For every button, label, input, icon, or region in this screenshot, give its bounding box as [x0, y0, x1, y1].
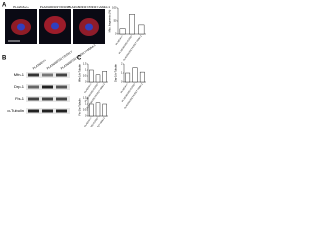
bar	[138, 24, 145, 35]
bar	[125, 72, 131, 83]
bar	[132, 67, 138, 83]
x-tick-label: PLA2G6+/+	[84, 82, 93, 94]
y-tick-label: 0	[121, 80, 123, 84]
image-label: PLA2G6D331Y/D331Y+Mdivi-1	[68, 5, 110, 9]
x-tick-label: PLA2G6D331Y/D331Y+Mdivi-1	[123, 34, 143, 61]
figure: A PLA2G6+/+ PLA2G6D331Y/D331Y PLA2G6D331…	[2, 3, 146, 127]
protein-label: Drp-1	[14, 84, 25, 89]
y-tick-label: 0	[85, 114, 87, 118]
panel-label: A	[2, 3, 7, 9]
image-label: PLA2G6D331Y/D331Y	[40, 5, 71, 9]
y-tick-label: 0	[115, 32, 117, 36]
bar	[102, 103, 107, 117]
micrographs	[5, 9, 105, 44]
y-tick-label: 1.5	[83, 96, 87, 100]
bar	[128, 14, 135, 35]
y-tick-label: 1.5	[83, 62, 87, 66]
bar	[119, 28, 126, 35]
lane-label: PLA2G6+/+	[32, 58, 47, 70]
y-axis-label: Fis-1/α-Tubulin	[78, 98, 82, 116]
panel-label: C	[77, 56, 82, 62]
protein-label: Fis-1	[15, 96, 25, 101]
bar	[95, 102, 101, 117]
y-axis-label: Drp-1/α-Tubulin	[114, 63, 118, 82]
y-tick-label: 0	[85, 80, 87, 84]
x-tick-label: PLA2G6+/+	[115, 34, 124, 46]
bar	[139, 71, 145, 83]
y-tick-label: 50	[114, 19, 117, 23]
y-axis-label: Mito. fragments (%)	[108, 10, 112, 33]
image-label: PLA2G6+/+	[13, 5, 29, 9]
bar	[89, 103, 94, 117]
x-tick-label: PLA2G6D331Y/D331Y	[121, 82, 137, 102]
y-tick-label: 1	[85, 102, 87, 106]
panel-label: B	[2, 56, 7, 62]
y-tick-label: 0.5	[83, 74, 87, 78]
bar	[89, 69, 94, 83]
bar	[95, 74, 101, 83]
blot	[26, 72, 70, 114]
x-tick-label: PLA2G6+/+	[84, 116, 93, 127]
protein-label: Mfn-1	[14, 72, 25, 77]
y-tick-label: 1	[85, 68, 87, 72]
protein-label: α-Tubulin	[7, 108, 24, 113]
y-tick-label: 0.5	[83, 108, 87, 112]
y-tick-label: 1	[121, 71, 123, 75]
bar	[102, 70, 107, 83]
y-axis-label: Mfn-1/α-Tubulin	[78, 63, 82, 82]
y-tick-label: 100	[112, 6, 117, 10]
y-tick-label: 2	[121, 62, 123, 66]
page: {"panel_a":{"label":"A","images":[{"labe…	[2, 2, 146, 127]
x-tick-label: PLA2G6+/+	[120, 82, 129, 94]
